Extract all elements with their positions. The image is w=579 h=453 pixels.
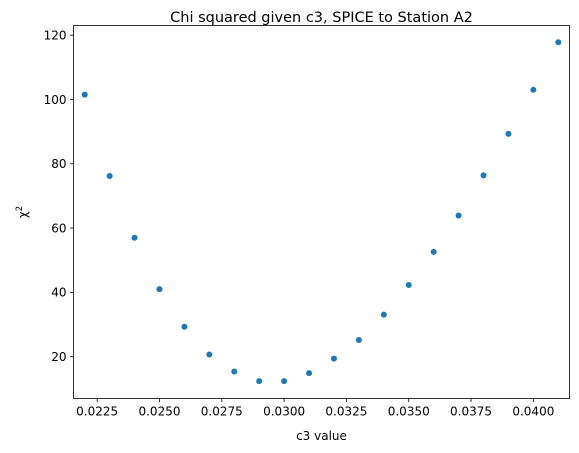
- data-point: [530, 86, 537, 93]
- x-tick-label: 0.0275: [201, 405, 243, 419]
- data-point: [281, 378, 288, 385]
- data-point: [206, 351, 213, 358]
- y-tick-label: 80: [51, 157, 66, 171]
- x-tick-label: 0.0325: [325, 405, 367, 419]
- data-point: [405, 281, 412, 288]
- data-point: [330, 355, 337, 362]
- data-point: [131, 234, 138, 241]
- y-axis-label-superscript: 2: [15, 206, 25, 211]
- y-tick-label: 40: [51, 286, 66, 300]
- x-tick-label: 0.0225: [76, 405, 118, 419]
- y-tick-label: 100: [44, 93, 67, 107]
- x-tick-label: 0.0375: [450, 405, 492, 419]
- x-tick-label: 0.0350: [388, 405, 430, 419]
- y-axis-label-base: χ: [16, 211, 30, 218]
- data-points: [81, 39, 562, 385]
- data-point: [156, 286, 163, 293]
- data-point: [505, 130, 512, 137]
- data-point: [380, 311, 387, 318]
- data-point: [355, 336, 362, 343]
- y-tick-label: 60: [51, 221, 66, 235]
- y-tick-label: 120: [44, 28, 67, 42]
- data-point: [306, 370, 313, 377]
- y-axis-ticks: 20 40 60 80 100 120: [44, 28, 74, 364]
- x-tick-label: 0.0300: [263, 405, 305, 419]
- data-point: [181, 323, 188, 330]
- chart-title: Chi squared given c3, SPICE to Station A…: [170, 10, 473, 26]
- data-point: [81, 91, 88, 98]
- x-tick-label: 0.0400: [512, 405, 554, 419]
- data-point: [455, 212, 462, 219]
- data-point: [231, 368, 238, 375]
- x-tick-label: 0.0250: [138, 405, 180, 419]
- data-point: [555, 39, 562, 46]
- plot-frame: [73, 25, 570, 399]
- x-axis-ticks: 0.0225 0.0250 0.0275 0.0300 0.0325 0.0350 0.03…: [76, 398, 554, 419]
- x-axis-label: c3 value: [296, 429, 347, 443]
- y-axis-label: χ2: [15, 206, 30, 218]
- data-point: [106, 172, 113, 179]
- data-point: [430, 248, 437, 255]
- y-tick-label: 20: [51, 350, 66, 364]
- data-point: [256, 378, 263, 385]
- data-point: [480, 172, 487, 179]
